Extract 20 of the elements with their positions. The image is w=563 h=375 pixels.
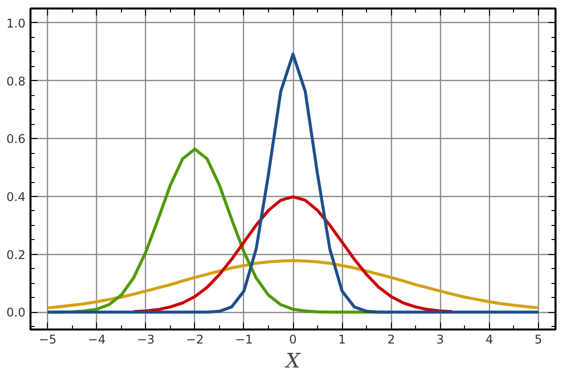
y-tick-label: 0.8 xyxy=(6,74,26,88)
y-tick-label: 0.2 xyxy=(6,248,26,262)
x-tick-label: −1 xyxy=(235,332,253,346)
x-tick-label: −5 xyxy=(38,332,57,346)
x-tick-label: 5 xyxy=(534,332,542,346)
x-tick-label: 0 xyxy=(289,332,297,346)
y-tick-label: 0.4 xyxy=(6,190,26,204)
x-tick-label: −3 xyxy=(136,332,155,346)
x-tick-label: −4 xyxy=(88,332,106,346)
y-tick-label: 1.0 xyxy=(6,16,26,30)
x-tick-label: 4 xyxy=(485,332,494,346)
line-series xyxy=(46,259,540,310)
y-tick-label: 0.0 xyxy=(6,306,26,320)
x-tick-label: 2 xyxy=(387,332,395,346)
x-tick-label: 1 xyxy=(338,332,346,346)
x-tick-label: 3 xyxy=(436,332,444,346)
line-series xyxy=(46,52,540,314)
y-tick-label: 0.6 xyxy=(6,132,26,146)
x-tick-label: −2 xyxy=(186,332,204,346)
x-axis-title: X xyxy=(284,348,301,372)
